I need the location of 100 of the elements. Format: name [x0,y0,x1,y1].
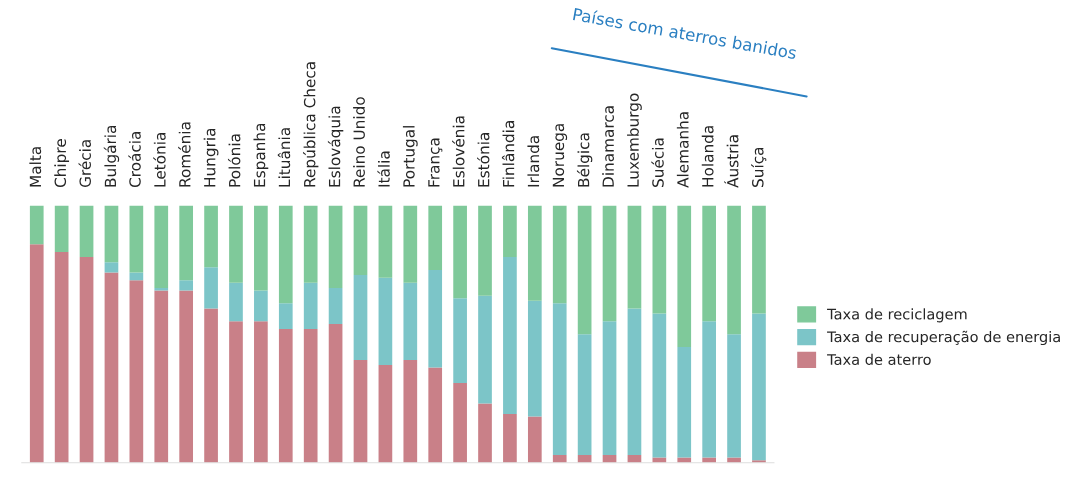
bar [54,251,69,463]
x-tick-label: Lituânia [277,128,291,187]
bar [478,205,492,296]
bar [378,205,393,278]
bar [428,367,443,463]
x-tick-label: Reino Unido [353,97,365,187]
x-tick-label: Croácia [128,132,141,188]
x-tick-label: Áustria [724,135,739,188]
bar [453,383,467,463]
x-tick-label: França [428,138,443,187]
bar [154,290,169,463]
bar [652,313,667,458]
bar [353,275,368,360]
x-tick-label: Eslovénia [452,116,465,187]
bar [453,205,467,299]
bar [552,205,567,304]
x-tick-label: Finlândia [501,121,515,187]
bar [353,359,368,463]
bar [403,205,418,283]
bar [602,321,617,456]
legend-label: Taxa de reciclagem [827,308,967,323]
bar [254,205,268,291]
bar [702,205,716,322]
bar [577,205,592,335]
bar [179,205,194,281]
bar [627,308,642,456]
legend-label: Taxa de recuperação de energia [827,330,1060,346]
bar [727,334,741,458]
bar [527,416,542,463]
bar [503,413,517,463]
legend-label: Taxa de aterro [827,353,931,366]
x-tick-label: Irlanda [527,136,540,187]
x-tick-label: Letónia [153,133,166,187]
x-tick-label: República Checa [302,62,319,187]
bar [478,403,492,463]
bar [229,321,243,463]
bar [154,205,169,288]
bar [503,257,517,414]
text: Países com aterros banidos [572,6,798,60]
bar [254,321,268,463]
bar [104,205,119,263]
bar [204,205,218,268]
bar [328,287,343,324]
x-tick-label: Roménia [178,122,191,187]
bar [129,205,144,273]
x-tick-label: Hungria [203,128,219,187]
bar [702,321,716,458]
bar [29,244,44,463]
x-tick-label: Espanha [253,123,269,187]
bar [303,205,318,283]
bar [752,205,766,314]
bar [552,455,567,463]
bar [104,262,119,273]
bar [204,308,218,463]
bar [503,205,517,258]
x-tick-label: Bélgica [576,133,593,187]
x-tick-label: Chipre [54,139,70,188]
bar [652,205,667,314]
bar [428,269,443,368]
bar [378,365,393,463]
bar [204,267,218,309]
x-tick-label: Polónia [227,134,241,187]
bar [527,300,542,417]
bar [229,282,243,322]
x-tick-label: Luxemburgo [627,93,642,187]
bar [278,205,293,304]
bar [677,347,692,458]
bar [129,272,144,281]
bar [453,298,467,384]
x-tick-label: Alemanha [676,112,689,188]
x-tick-label: Noruega [552,124,568,187]
bar [353,205,368,276]
bar [677,205,692,348]
x-tick-label: Malta [29,147,42,187]
bar [478,295,492,404]
bar [303,282,318,330]
x-tick-label: Portugal [402,126,418,187]
bar [278,303,293,330]
bar [303,329,318,463]
bar [552,303,567,456]
bar [254,290,268,322]
bar [179,290,194,463]
bar [54,205,69,252]
bar [627,205,642,309]
bar [428,205,443,270]
x-tick-label: Grécia [78,140,91,188]
bar [328,323,343,463]
x-tick-label: Bulgária [103,125,120,187]
bar [328,205,343,288]
x-tick-label: Suíça [751,147,767,187]
bar [602,205,617,322]
bar [129,280,144,463]
bar [403,282,418,360]
bar [403,359,418,463]
x-tick-label: Itália [377,151,390,187]
bar [527,205,542,301]
bar [179,280,194,291]
bar [79,257,94,463]
x-tick-label: Estónia [477,133,490,187]
bar [229,205,243,283]
